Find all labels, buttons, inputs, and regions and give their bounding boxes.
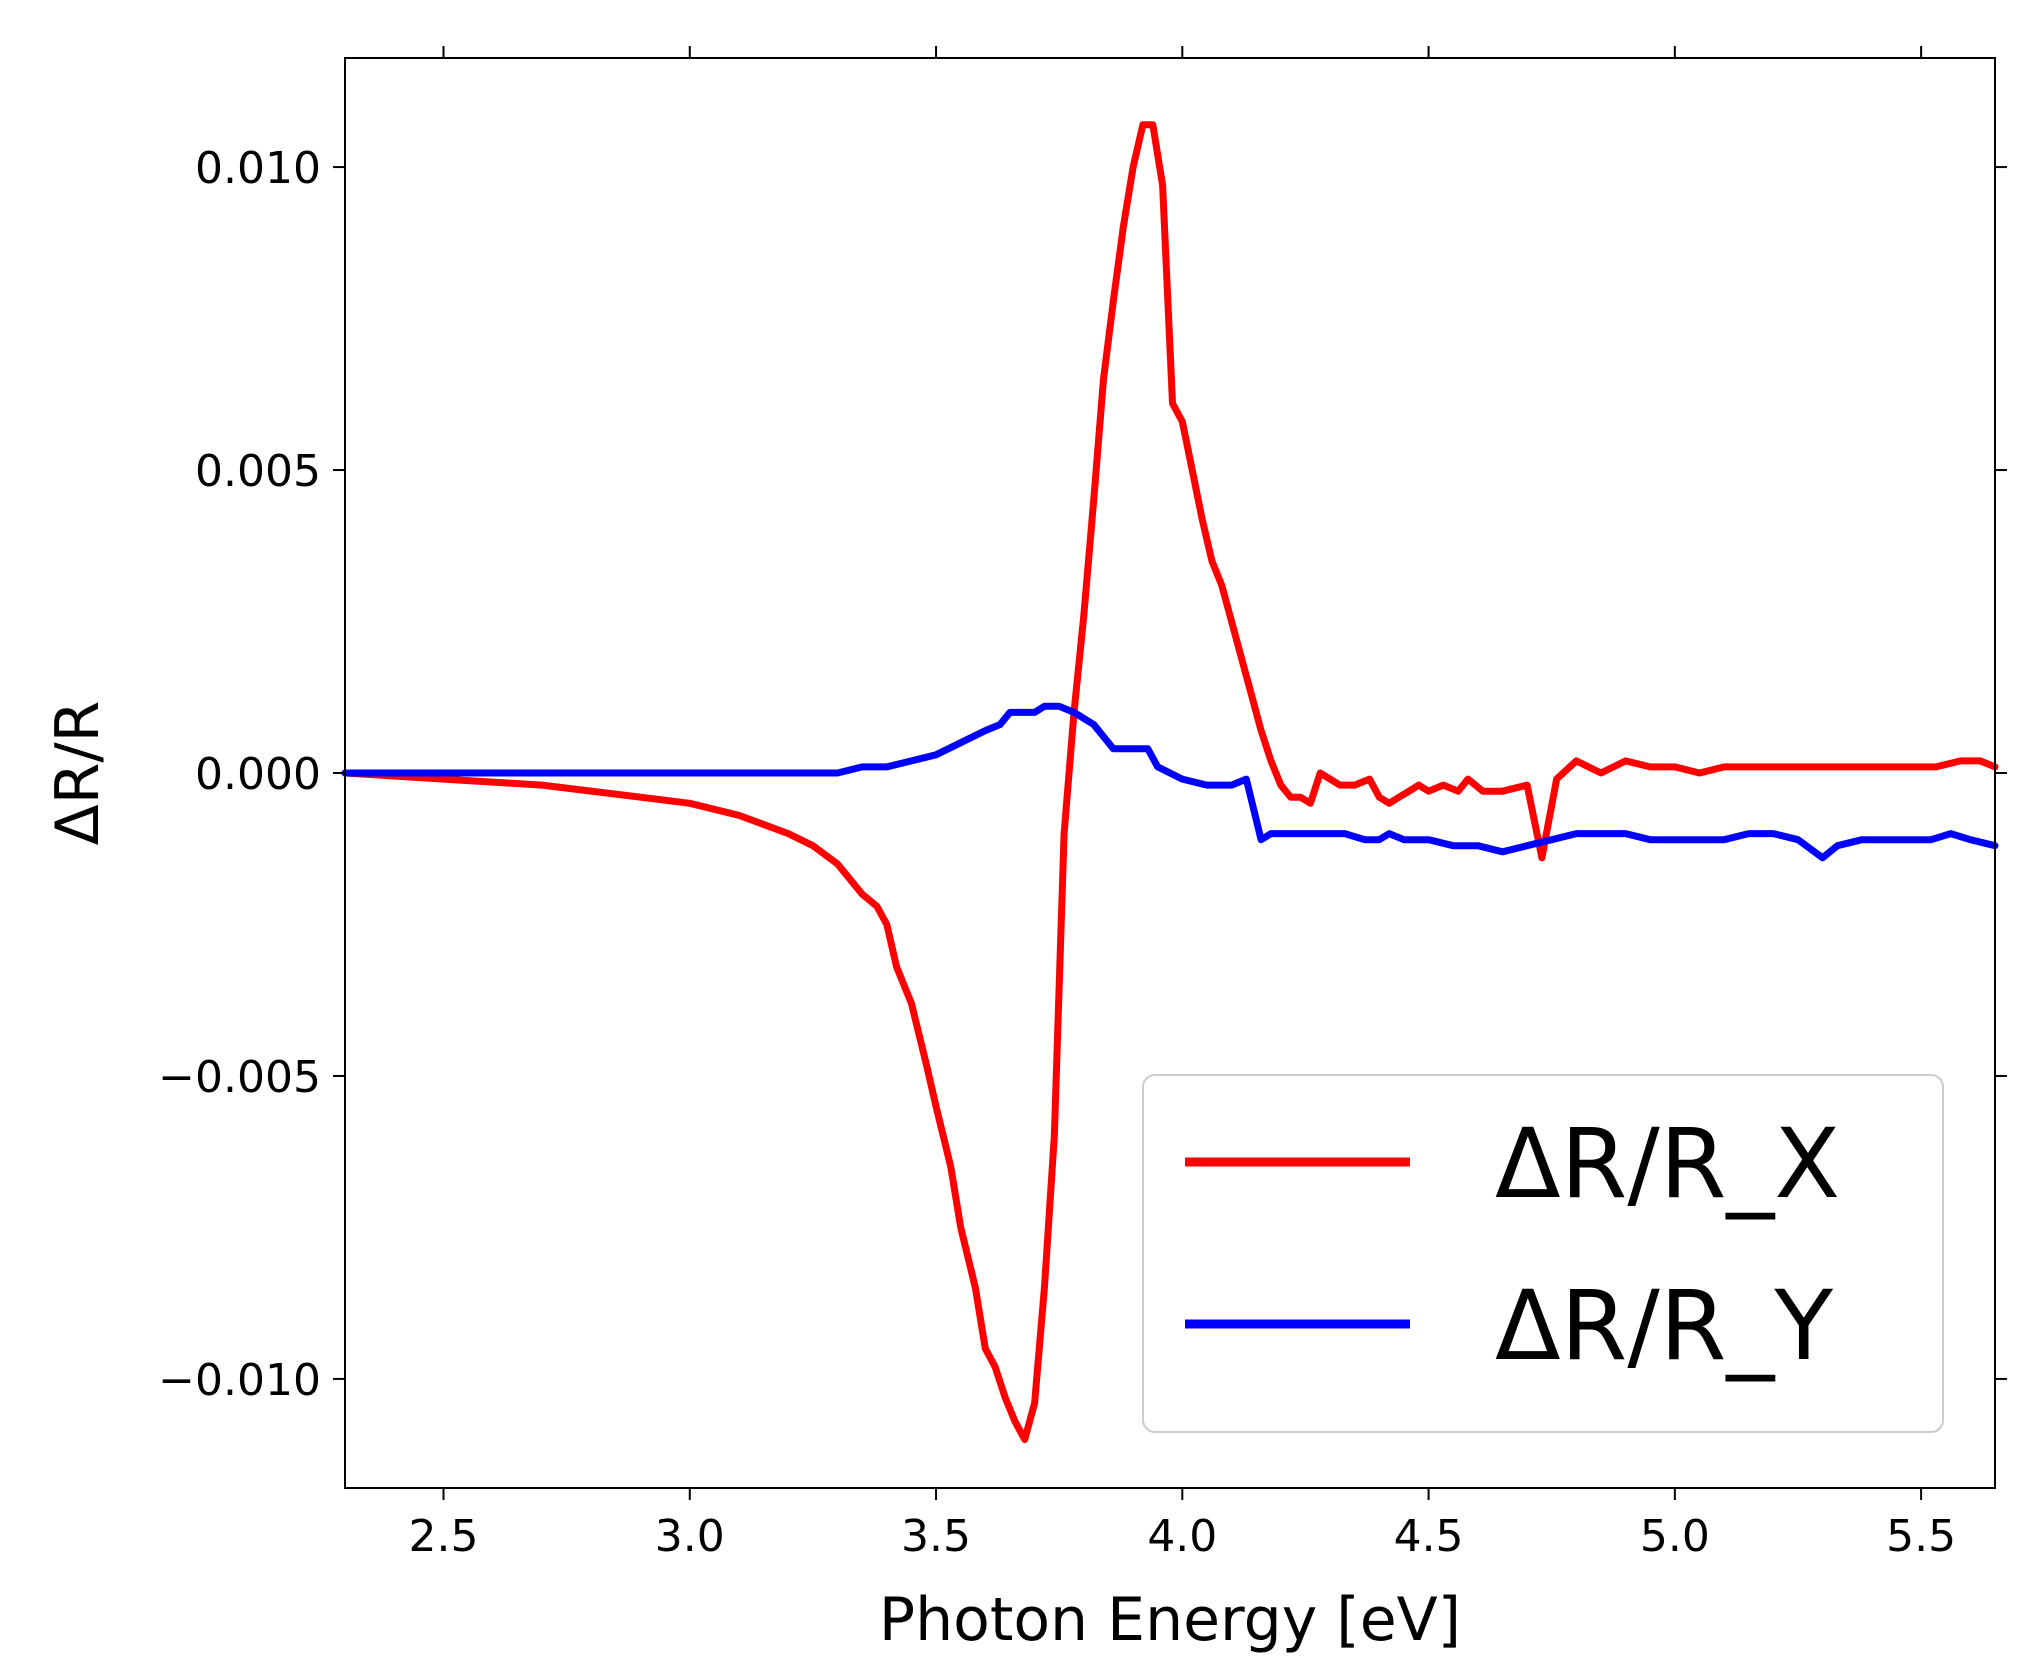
y-tick-label: −0.005 [158,1052,321,1103]
x-tick-label: 2.5 [409,1511,479,1562]
x-tick-label: 3.0 [655,1511,725,1562]
y-tick-label: 0.005 [195,446,321,497]
x-axis-title: Photon Energy [eV] [879,1585,1461,1655]
series-line-x [341,121,1999,1443]
x-tick-label: 5.0 [1640,1511,1710,1562]
axis-ticks: 2.5 3.0 3.5 4.0 4.5 5.0 5.5 0.010 0.005 0.000 −0.0… [158,46,2007,1562]
legend-label: ΔR/R_X [1495,1108,1840,1220]
plot-series [341,121,1999,1443]
y-axis-title: ΔR/R [43,701,113,846]
x-tick-label: 4.5 [1394,1511,1464,1562]
y-tick-label: −0.010 [158,1355,321,1406]
legend: ΔR/R_X ΔR/R_Y [1142,1074,1944,1433]
y-tick-label: 0.000 [195,749,321,800]
x-tick-label: 5.5 [1886,1511,1956,1562]
plot-frame [344,57,1996,1489]
y-tick-label: 0.010 [195,143,321,194]
x-tick-label: 3.5 [901,1511,971,1562]
legend-label: ΔR/R_Y [1495,1270,1833,1382]
series-line-y [341,702,1999,862]
x-tick-label: 4.0 [1147,1511,1217,1562]
